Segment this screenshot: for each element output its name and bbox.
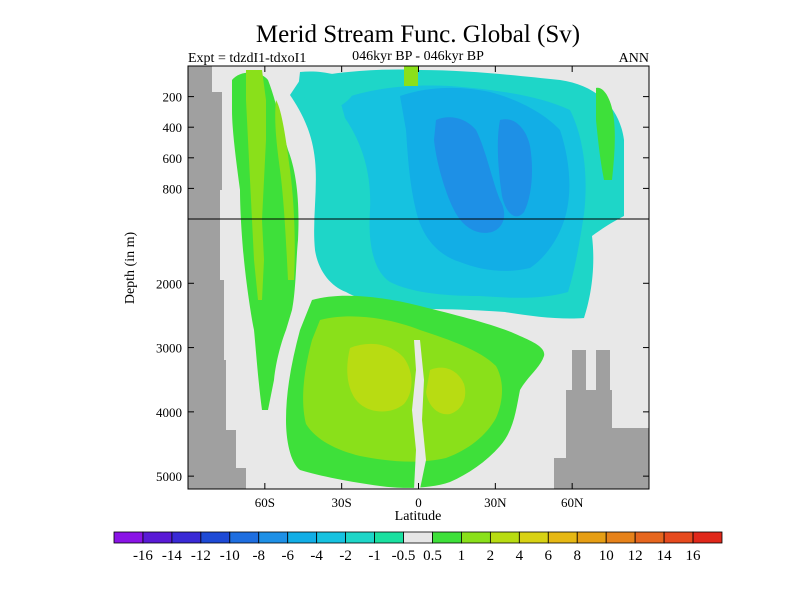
y-tick-label: 400	[163, 120, 183, 135]
y-tick-label: 2000	[156, 276, 182, 291]
colorbar-swatch	[605, 531, 636, 544]
colorbar-label: 10	[599, 548, 614, 564]
positive-cell-core2	[426, 367, 466, 415]
y-tick-label: 200	[163, 90, 183, 105]
colorbar-swatch	[518, 531, 549, 544]
northern-patch	[596, 87, 615, 180]
land-mask-south	[188, 66, 246, 489]
y-tick-label: 3000	[156, 341, 182, 356]
colorbar-label: 6	[545, 548, 553, 564]
colorbar-label: 16	[686, 548, 702, 564]
y-tick-label: 800	[163, 181, 183, 196]
land-mask-north	[554, 350, 649, 489]
colorbar-swatch	[258, 531, 289, 544]
colorbar-swatch	[287, 531, 318, 544]
colorbar-swatch	[374, 531, 404, 544]
x-axis: 60S 30S 0 30N 60N	[255, 66, 584, 510]
colorbar-label: -0.5	[392, 548, 416, 564]
surface-patch	[404, 66, 418, 86]
colorbar-label: 2	[487, 548, 495, 564]
southern-band-mid	[275, 100, 295, 280]
colorbar-swatch	[692, 531, 723, 544]
x-tick-label: 30N	[484, 495, 507, 510]
colorbar-label: -12	[191, 548, 211, 564]
negative-cell-core2	[497, 119, 532, 217]
positive-cell-core	[347, 343, 412, 412]
colorbar-swatch	[547, 531, 578, 544]
x-axis-label: Latitude	[395, 509, 442, 524]
southern-band-inner	[246, 70, 266, 300]
colorbar-swatch	[229, 531, 260, 544]
colorbar-label: 0.5	[423, 548, 442, 564]
x-tick-label: 60N	[561, 495, 584, 510]
plot-area	[188, 66, 649, 489]
negative-cell-core	[434, 117, 505, 233]
equatorial-gap	[412, 340, 426, 489]
colorbar-label: -14	[162, 548, 182, 564]
colorbar-label: -4	[310, 548, 323, 564]
colorbar-label: 12	[628, 548, 643, 564]
colorbar-swatch	[432, 531, 462, 544]
y-tick-label: 4000	[156, 405, 182, 420]
y-tick-label: 5000	[156, 469, 182, 484]
season-label: ANN	[619, 51, 649, 66]
colorbar-label: -16	[133, 548, 153, 564]
colorbar-label: 1	[458, 548, 466, 564]
colorbar-label: -10	[220, 548, 240, 564]
colorbar-swatch	[663, 531, 694, 544]
experiment-label: Expt = tdzdI1-tdxoI1	[188, 51, 306, 66]
colorbar-label: -6	[281, 548, 294, 564]
colorbar-swatch	[345, 531, 375, 544]
colorbar-swatch	[403, 531, 433, 544]
colorbar-swatch	[200, 531, 231, 544]
colorbar-swatch	[461, 531, 491, 544]
colorbar-label: -8	[253, 548, 266, 564]
colorbar-swatch	[316, 531, 347, 544]
y-tick-label: 600	[163, 151, 183, 166]
y-axis: 200 400 600 800 2000 3000 4000 5000	[156, 90, 649, 484]
y-axis-label: Depth (in m)	[123, 232, 138, 305]
colorbar: -16 -14 -12 -10 -8 -6 -4 -2 -1 -0.5 0.5 1 2 4 6 8 10 12 14…	[113, 531, 723, 564]
x-tick-label: 60S	[255, 495, 275, 510]
x-tick-label: 30S	[332, 495, 352, 510]
colorbar-label: 14	[657, 548, 673, 564]
colorbar-swatch	[576, 531, 607, 544]
surface-patch2	[298, 71, 355, 107]
colorbar-label: 4	[516, 548, 524, 564]
colorbar-swatch	[171, 531, 202, 544]
colorbar-swatch	[634, 531, 665, 544]
x-tick-label: 0	[415, 495, 422, 510]
colorbar-swatch	[489, 531, 520, 544]
colorbar-label: -2	[339, 548, 352, 564]
time-range-label: 046kyr BP - 046kyr BP	[352, 49, 484, 64]
colorbar-swatch	[113, 531, 144, 544]
colorbar-swatch	[142, 531, 173, 544]
colorbar-label: 8	[573, 548, 581, 564]
chart-title: Merid Stream Func. Global (Sv)	[256, 21, 580, 48]
colorbar-label: -1	[368, 548, 381, 564]
